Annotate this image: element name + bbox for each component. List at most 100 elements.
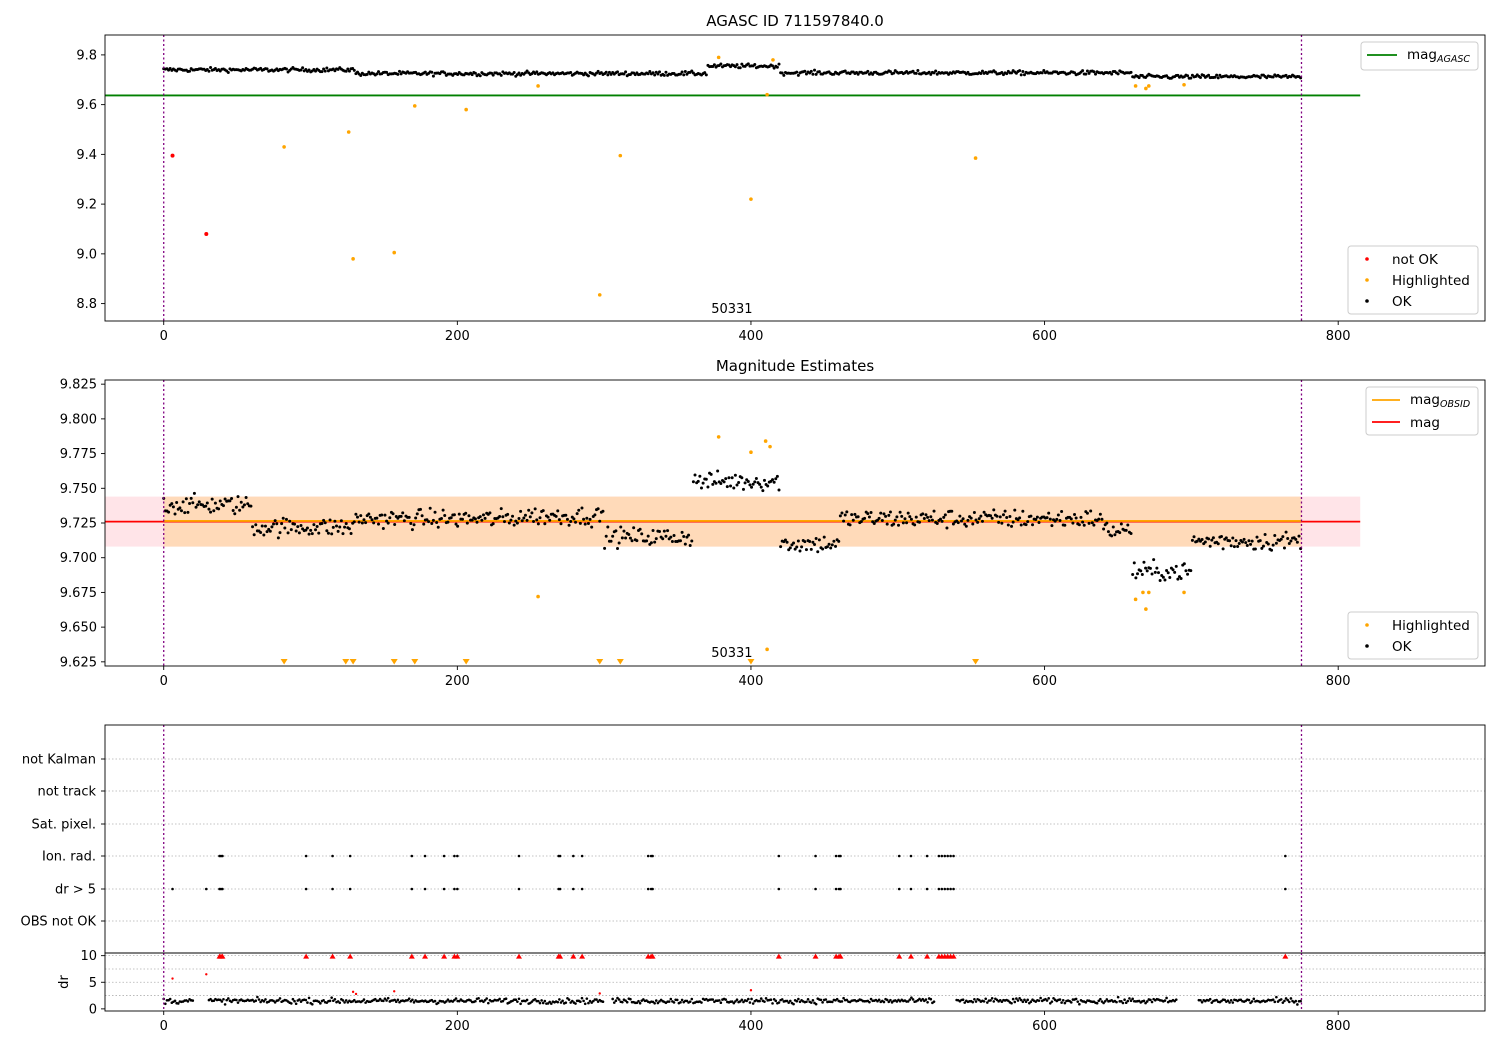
ok-point	[233, 512, 237, 516]
ok-point	[777, 62, 781, 66]
ok-point	[381, 526, 385, 530]
ok-point	[1189, 569, 1193, 573]
ok-point	[401, 511, 405, 515]
dr-point	[346, 1001, 350, 1004]
ion-rad-point	[814, 854, 817, 858]
dr-point	[1016, 999, 1020, 1002]
ok-point	[396, 72, 400, 76]
dr-point	[514, 998, 518, 1002]
ok-point	[737, 480, 741, 484]
ok-point	[441, 508, 445, 512]
ok-point	[501, 515, 505, 519]
ok-point	[1211, 536, 1215, 540]
dr-point	[758, 999, 761, 1003]
highlighted-point	[1144, 607, 1148, 611]
dr-ylabel: dr	[57, 975, 72, 989]
ok-point	[740, 62, 744, 66]
ok-point	[869, 510, 873, 514]
ok-point	[785, 540, 789, 544]
ok-point	[669, 535, 673, 539]
ok-point	[1048, 517, 1052, 521]
ok-point	[572, 517, 576, 521]
dr-gt-5-point	[646, 887, 650, 891]
ok-point	[323, 521, 327, 525]
dr-point	[257, 998, 261, 1001]
dr-point	[533, 998, 537, 1001]
ok-point	[974, 518, 978, 522]
ok-point	[719, 62, 723, 66]
legend-marker-box	[1347, 245, 1479, 315]
ok-point	[1255, 535, 1259, 539]
ok-point	[1034, 517, 1038, 521]
dr-point	[446, 998, 450, 1001]
dr-gt-5-point	[839, 887, 842, 891]
ok-point	[1019, 523, 1023, 527]
ok-point	[238, 508, 242, 512]
ok-point	[283, 526, 287, 530]
ok-point	[698, 474, 702, 478]
ok-point	[335, 524, 339, 528]
ok-point	[385, 70, 389, 74]
ok-point	[997, 520, 1001, 524]
ok-point	[966, 518, 970, 522]
dr-point	[344, 999, 348, 1002]
x-tick-label-p1: 600	[1032, 329, 1057, 344]
ok-point	[314, 69, 318, 73]
dr-point	[412, 1001, 416, 1004]
dr-gt-5-point	[940, 887, 944, 891]
ion-rad-point	[331, 854, 334, 858]
ok-point	[391, 512, 395, 516]
ok-point	[908, 515, 912, 519]
ok-point	[956, 521, 960, 525]
ok-point	[596, 69, 600, 73]
ok-point	[386, 521, 390, 525]
legend-line-box	[1365, 386, 1479, 436]
ok-point	[330, 532, 334, 536]
ok-point	[178, 506, 182, 510]
ok-point	[856, 515, 860, 519]
dr-point	[519, 1002, 522, 1006]
ok-point	[377, 522, 381, 526]
dr-point	[667, 1000, 671, 1003]
ok-point	[511, 514, 515, 518]
ok-point	[325, 529, 329, 533]
ok-point	[704, 73, 708, 77]
dr-point	[1061, 998, 1065, 1002]
highlighted-point	[768, 444, 772, 449]
ok-point	[457, 512, 461, 516]
dr-point	[591, 999, 595, 1003]
ok-point	[170, 502, 174, 506]
ok-point	[804, 548, 808, 552]
ok-point	[753, 480, 757, 484]
highlighted-out-of-range-marker	[972, 659, 980, 665]
ok-point	[1179, 577, 1183, 581]
legend-label-mag-obsid: magOBSID	[1410, 392, 1470, 410]
dr-point	[869, 997, 873, 1001]
ok-point	[782, 73, 786, 77]
ion-rad-point	[304, 854, 308, 858]
ok-point	[454, 522, 458, 526]
dr-point	[186, 1000, 190, 1003]
legend-label-ok: OK	[1392, 294, 1413, 310]
ok-point	[1042, 69, 1046, 73]
ok-point	[998, 515, 1002, 519]
ok-point	[502, 520, 506, 524]
ok-point	[509, 518, 513, 522]
dr-point	[1021, 1000, 1025, 1004]
ok-point	[565, 517, 569, 521]
ok-point	[1021, 509, 1025, 513]
highlighted-point	[351, 257, 355, 261]
dr-point	[548, 1000, 551, 1004]
dr-gt-5-point	[331, 887, 334, 891]
highlighted-out-of-range-marker	[349, 659, 357, 665]
ok-point	[740, 476, 744, 480]
ok-point	[315, 524, 319, 528]
ok-point	[541, 509, 545, 513]
dr-point	[1058, 998, 1062, 1001]
ok-point	[323, 69, 327, 73]
ok-point	[703, 71, 707, 75]
ok-point	[314, 528, 318, 532]
dr-point	[990, 997, 994, 1000]
ok-point	[430, 70, 434, 74]
dr-point	[1229, 998, 1233, 1002]
